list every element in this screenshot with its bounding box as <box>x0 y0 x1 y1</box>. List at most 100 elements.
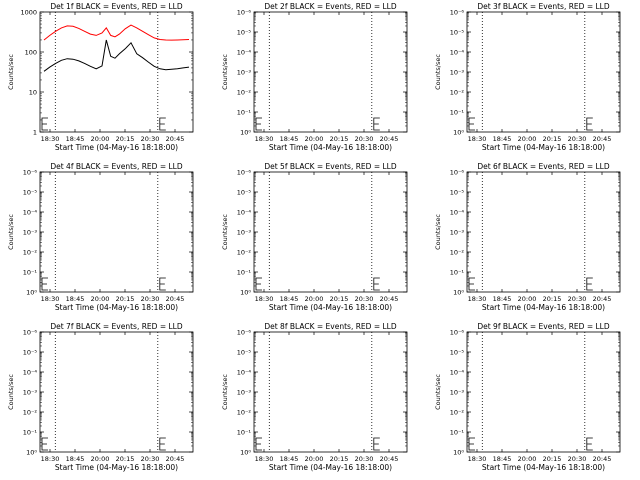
y-tick-label: 10⁻² <box>237 409 252 417</box>
x-axis-label: Start Time (04-May-16 18:18:00) <box>269 143 392 152</box>
y-axis-label: Counts/sec <box>221 374 229 410</box>
panel-title: Det 5f BLACK = Events, RED = LLD <box>264 162 397 171</box>
bracket-marker-left <box>41 117 48 131</box>
y-tick-label: 10⁻⁶ <box>237 9 252 17</box>
y-tick-label: 10⁻³ <box>237 229 252 237</box>
x-tick-label: 20:45 <box>166 135 185 143</box>
bracket-marker-right <box>586 117 593 131</box>
y-tick-label: 10⁻¹ <box>23 269 38 277</box>
panel-title: Det 7f BLACK = Events, RED = LLD <box>50 322 183 331</box>
x-tick-label: 20:45 <box>166 295 185 303</box>
y-tick-label: 10⁻⁵ <box>450 349 465 357</box>
x-tick-label: 18:45 <box>66 295 85 303</box>
x-axis-label: Start Time (04-May-16 18:18:00) <box>55 303 178 312</box>
panel-8: Det 8f BLACK = Events, RED = LLD 18:30 18:… <box>221 322 408 472</box>
y-tick-label: 10⁻³ <box>237 69 252 77</box>
x-tick-label: 20:30 <box>568 455 587 463</box>
x-tick-label: 18:45 <box>280 455 299 463</box>
bracket-marker-right <box>159 437 166 451</box>
x-tick-label: 20:45 <box>380 135 399 143</box>
y-tick-label: 10⁻⁶ <box>23 169 38 177</box>
y-tick-label: 10⁻⁶ <box>237 329 252 337</box>
x-tick-label: 20:15 <box>330 135 349 143</box>
y-tick-label: 10⁻² <box>23 409 38 417</box>
y-tick-label: 10⁻⁵ <box>237 189 252 197</box>
x-tick-label: 18:30 <box>468 135 487 143</box>
x-tick-label: 20:30 <box>141 455 160 463</box>
plot-frame <box>39 171 194 293</box>
plot-frame <box>466 11 621 133</box>
x-tick-label: 20:45 <box>166 455 185 463</box>
y-tick-label: 10 <box>29 89 37 97</box>
x-axis-label: Start Time (04-May-16 18:18:00) <box>482 143 605 152</box>
y-axis-label: Counts/sec <box>434 374 442 410</box>
x-axis-label: Start Time (04-May-16 18:18:00) <box>55 143 178 152</box>
panel-9: Det 9f BLACK = Events, RED = LLD 18:30 18:… <box>434 322 621 472</box>
y-tick-label: 10⁻⁵ <box>237 349 252 357</box>
panel-title: Det 2f BLACK = Events, RED = LLD <box>264 2 397 11</box>
y-axis-label: Counts/sec <box>7 214 15 250</box>
y-axis-label: Counts/sec <box>221 54 229 90</box>
y-tick-label: 10⁰ <box>240 129 251 137</box>
x-tick-label: 20:45 <box>593 455 612 463</box>
x-axis-label: Start Time (04-May-16 18:18:00) <box>269 463 392 472</box>
bracket-marker-right <box>373 437 380 451</box>
x-tick-label: 18:30 <box>255 455 274 463</box>
y-axis-label: Counts/sec <box>7 374 15 410</box>
y-tick-label: 10⁻⁵ <box>450 29 465 37</box>
y-tick-label: 10⁻⁵ <box>237 29 252 37</box>
x-tick-label: 18:45 <box>493 295 512 303</box>
y-tick-label: 10⁻⁵ <box>23 349 38 357</box>
y-tick-label: 10⁻¹ <box>450 109 465 117</box>
bracket-marker-left <box>255 277 262 291</box>
bracket-marker-left <box>468 117 475 131</box>
y-tick-label: 10⁻⁴ <box>23 369 38 377</box>
y-tick-label: 10⁻⁵ <box>23 189 38 197</box>
y-tick-label: 10⁻² <box>450 89 465 97</box>
y-tick-label: 10⁻² <box>237 249 252 257</box>
y-tick-label: 10⁻¹ <box>23 429 38 437</box>
y-tick-label: 10⁻⁴ <box>450 369 465 377</box>
y-tick-label: 10⁻⁴ <box>237 369 252 377</box>
x-axis-label: Start Time (04-May-16 18:18:00) <box>269 303 392 312</box>
x-tick-label: 20:15 <box>330 455 349 463</box>
x-axis-label: Start Time (04-May-16 18:18:00) <box>482 303 605 312</box>
y-tick-label: 10⁻³ <box>23 229 38 237</box>
bracket-marker-right <box>373 277 380 291</box>
x-tick-label: 20:15 <box>330 295 349 303</box>
x-tick-label: 18:30 <box>41 135 60 143</box>
y-tick-label: 10⁻⁴ <box>23 209 38 217</box>
y-tick-label: 10⁻¹ <box>450 429 465 437</box>
y-tick-label: 10⁻⁶ <box>450 9 465 17</box>
y-tick-label: 10⁰ <box>240 449 251 457</box>
plot-frame <box>253 11 408 133</box>
x-tick-label: 20:45 <box>593 135 612 143</box>
bracket-marker-right <box>586 277 593 291</box>
y-tick-label: 10⁻⁴ <box>237 49 252 57</box>
x-tick-label: 18:30 <box>255 295 274 303</box>
x-tick-label: 20:00 <box>518 135 537 143</box>
bracket-marker-right <box>159 277 166 291</box>
y-axis-label: Counts/sec <box>434 54 442 90</box>
x-tick-label: 20:30 <box>355 295 374 303</box>
x-tick-label: 20:30 <box>355 135 374 143</box>
x-tick-label: 18:30 <box>255 135 274 143</box>
x-tick-label: 20:30 <box>141 135 160 143</box>
x-tick-label: 20:00 <box>305 135 324 143</box>
x-tick-label: 18:45 <box>493 135 512 143</box>
x-tick-label: 20:15 <box>116 455 135 463</box>
x-tick-label: 20:45 <box>380 295 399 303</box>
x-tick-label: 20:15 <box>543 135 562 143</box>
y-tick-label: 10⁻³ <box>450 69 465 77</box>
y-tick-label: 10⁻¹ <box>237 429 252 437</box>
x-tick-label: 18:30 <box>468 295 487 303</box>
y-tick-label: 10⁻⁶ <box>23 329 38 337</box>
panel-2: Det 2f BLACK = Events, RED = LLD 18:30 18:… <box>221 2 408 152</box>
x-tick-label: 20:30 <box>568 295 587 303</box>
y-tick-label: 10⁰ <box>453 449 464 457</box>
x-tick-label: 18:45 <box>66 455 85 463</box>
x-tick-label: 20:15 <box>543 455 562 463</box>
x-tick-label: 18:30 <box>468 455 487 463</box>
bracket-marker-right <box>586 437 593 451</box>
x-tick-label: 20:30 <box>355 455 374 463</box>
